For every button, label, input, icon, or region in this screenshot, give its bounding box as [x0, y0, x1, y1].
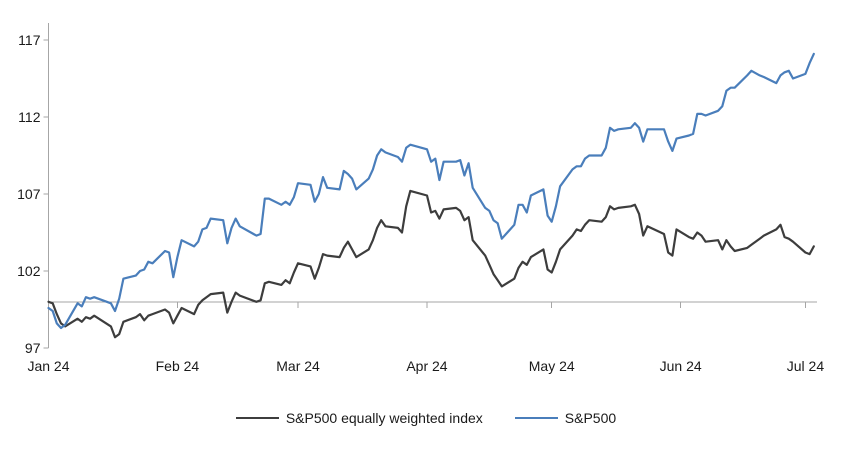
sp500-line-swatch	[514, 417, 558, 419]
x-tick-label: Feb 24	[156, 358, 200, 374]
y-tick-label: 117	[18, 32, 41, 48]
x-tick-label: Jun 24	[660, 358, 702, 374]
y-axis: 97 102 107 112 117	[17, 23, 49, 356]
legend-item-sp500: S&P500	[514, 410, 617, 426]
x-axis: Jan 24 Feb 24 Mar 24 Apr 24 May 24 Jun 24 Jul …	[27, 301, 825, 374]
series-line-equal-weight	[47, 189, 815, 339]
y-tick-label: 102	[17, 263, 41, 279]
legend: S&P500 equally weighted index S&P500	[0, 410, 852, 426]
x-tick-label: May 24	[529, 358, 575, 374]
y-tick-label: 107	[17, 186, 41, 202]
equal-weight-line-swatch	[235, 417, 279, 419]
y-tick-label: 112	[18, 109, 41, 125]
legend-label-sp500: S&P500	[564, 410, 617, 426]
y-tick-label: 97	[25, 340, 41, 356]
plot-area: 97 102 107 112 117 Jan 24 Feb 24 Mar 24 Apr 24 Ma…	[17, 23, 825, 374]
x-tick-label: Jul 24	[787, 358, 825, 374]
legend-label-equal-weight: S&P500 equally weighted index	[285, 410, 483, 426]
x-tick-label: Apr 24	[406, 358, 447, 374]
x-tick-label: Mar 24	[276, 358, 320, 374]
legend-item-equal-weight: S&P500 equally weighted index	[235, 410, 483, 426]
series-line-sp500	[47, 52, 815, 330]
x-tick-label: Jan 24	[27, 358, 69, 374]
